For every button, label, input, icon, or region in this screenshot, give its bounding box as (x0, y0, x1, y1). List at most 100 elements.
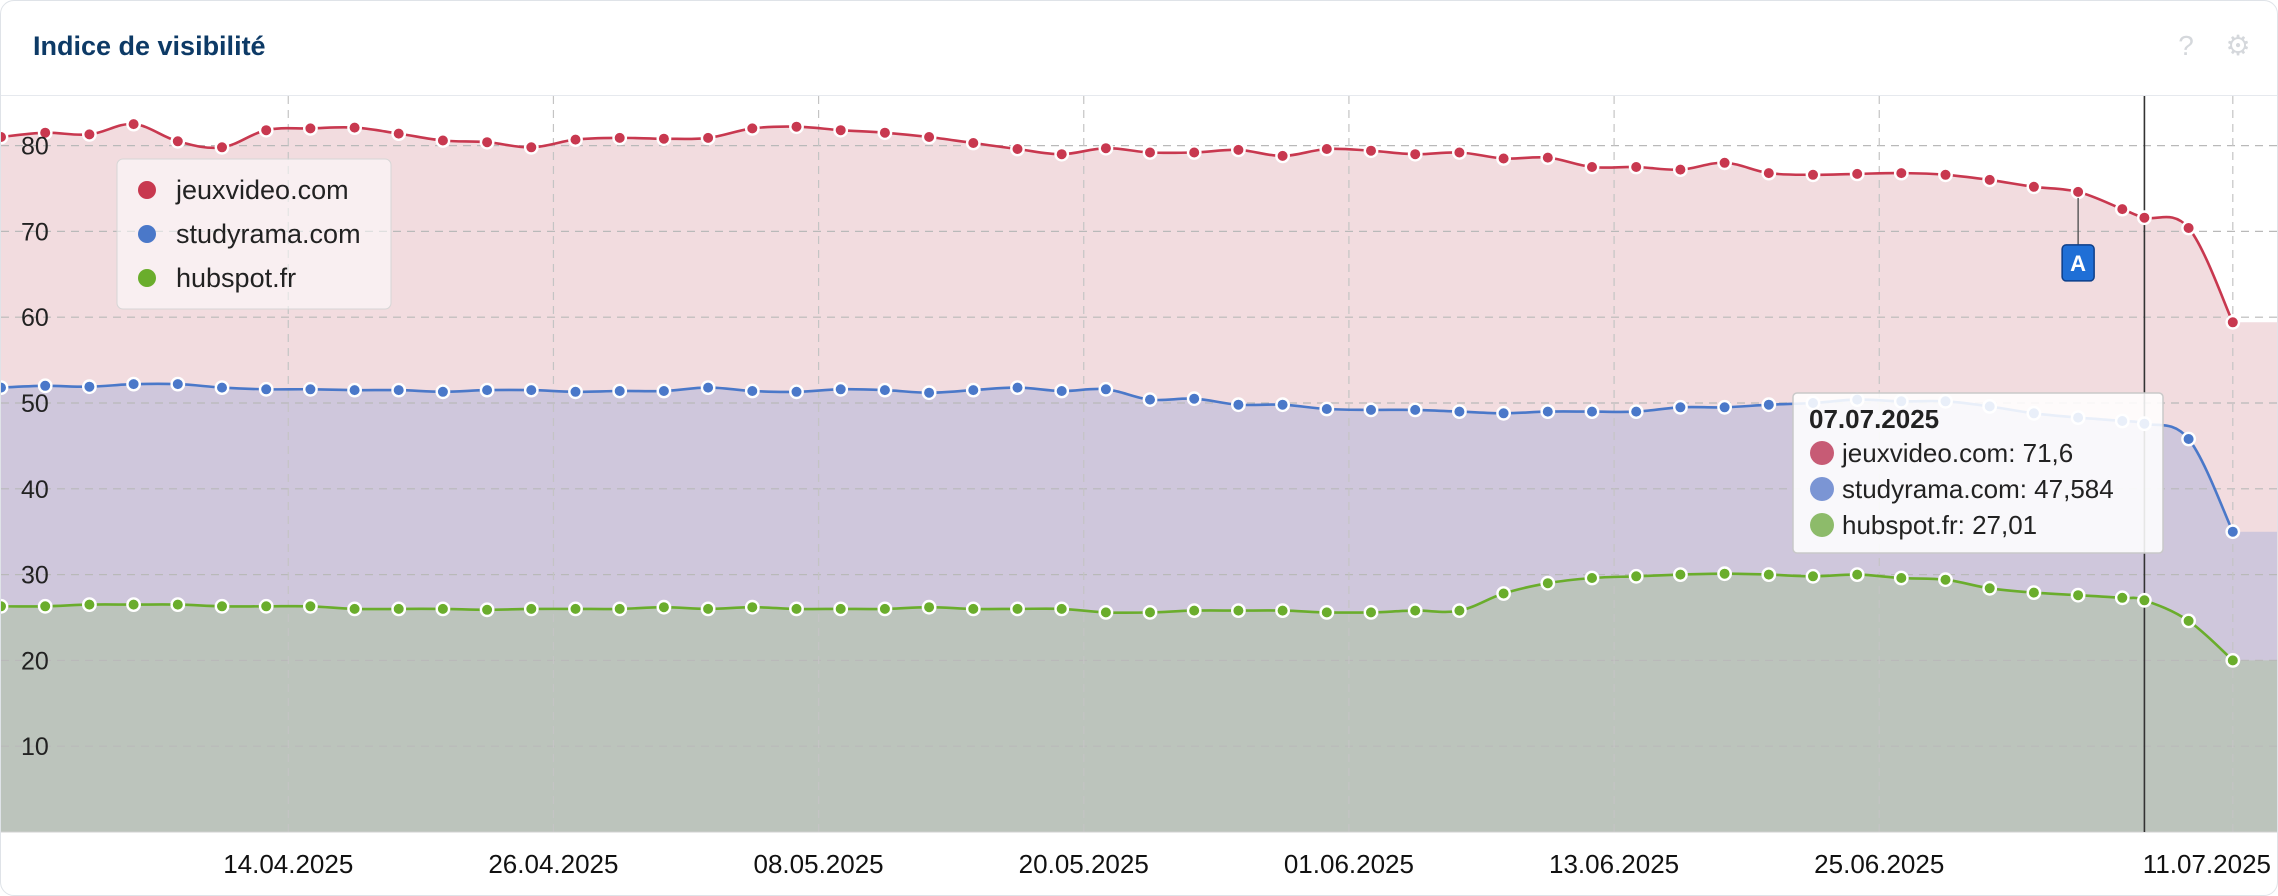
data-point[interactable] (1761, 567, 1777, 582)
legend-label[interactable]: jeuxvideo.com (175, 175, 349, 205)
data-point[interactable] (126, 116, 142, 132)
data-point[interactable] (2225, 314, 2241, 330)
data-point[interactable] (1849, 567, 1865, 582)
data-point[interactable] (612, 601, 628, 617)
data-point[interactable] (1407, 146, 1423, 162)
data-point[interactable] (126, 376, 142, 392)
data-point[interactable] (965, 601, 981, 617)
data-point[interactable] (1, 598, 9, 614)
data-point[interactable] (523, 139, 539, 155)
data-point[interactable] (744, 121, 760, 136)
data-point[interactable] (2181, 220, 2197, 236)
data-point[interactable] (302, 598, 318, 614)
data-point[interactable] (568, 132, 583, 147)
data-point[interactable] (1098, 605, 1114, 620)
data-point[interactable] (347, 120, 362, 136)
data-point[interactable] (1407, 603, 1423, 618)
data-point[interactable] (1098, 381, 1114, 397)
data-point[interactable] (126, 597, 142, 612)
data-point[interactable] (1, 129, 9, 145)
data-point[interactable] (1231, 603, 1246, 618)
data-point[interactable] (347, 601, 362, 617)
data-point[interactable] (1584, 159, 1600, 175)
data-point[interactable] (523, 382, 539, 398)
data-point[interactable] (612, 383, 628, 399)
data-point[interactable] (1098, 140, 1114, 156)
data-point[interactable] (1054, 601, 1070, 617)
data-point[interactable] (1275, 397, 1291, 413)
data-point[interactable] (656, 383, 672, 399)
data-point[interactable] (1628, 159, 1644, 175)
data-point[interactable] (1142, 392, 1158, 407)
data-point[interactable] (789, 119, 804, 135)
data-point[interactable] (1363, 143, 1379, 159)
data-point[interactable] (921, 129, 937, 145)
data-point[interactable] (700, 130, 716, 146)
data-point[interactable] (1496, 586, 1512, 601)
data-point[interactable] (2136, 592, 2152, 608)
data-point[interactable] (833, 381, 849, 397)
data-point[interactable] (1982, 172, 1998, 188)
data-point[interactable] (568, 601, 583, 617)
data-point[interactable] (1010, 141, 1025, 157)
data-point[interactable] (82, 379, 97, 395)
data-point[interactable] (1805, 167, 1821, 183)
data-point[interactable] (1010, 380, 1025, 395)
data-point[interactable] (1054, 383, 1070, 399)
data-point[interactable] (1186, 603, 1202, 618)
legend-label[interactable]: hubspot.fr (176, 263, 296, 293)
data-point[interactable] (523, 601, 539, 617)
data-point[interactable] (2026, 585, 2042, 600)
data-point[interactable] (568, 384, 583, 400)
data-point[interactable] (700, 601, 716, 617)
data-point[interactable] (1186, 145, 1202, 160)
data-point[interactable] (2070, 184, 2086, 200)
data-point[interactable] (1275, 603, 1291, 618)
data-point[interactable] (877, 125, 893, 141)
data-point[interactable] (1761, 165, 1777, 181)
data-point[interactable] (656, 599, 672, 615)
data-point[interactable] (170, 133, 186, 149)
data-point[interactable] (479, 134, 495, 150)
data-point[interactable] (435, 601, 451, 617)
data-point[interactable] (1849, 166, 1865, 182)
data-point[interactable] (1363, 402, 1379, 418)
data-point[interactable] (2070, 587, 2086, 603)
data-point[interactable] (921, 599, 937, 615)
question-mark-icon[interactable]: ? (2178, 30, 2194, 61)
data-point[interactable] (744, 599, 760, 615)
annotation-flag[interactable] (2061, 244, 2095, 282)
data-point[interactable] (214, 139, 230, 155)
data-point[interactable] (1142, 145, 1158, 160)
data-point[interactable] (37, 598, 53, 614)
data-point[interactable] (214, 380, 230, 395)
data-point[interactable] (258, 381, 274, 397)
data-point[interactable] (347, 382, 362, 398)
data-point[interactable] (1628, 568, 1644, 584)
data-point[interactable] (170, 597, 186, 612)
data-point[interactable] (37, 378, 53, 394)
data-point[interactable] (435, 133, 451, 148)
data-point[interactable] (1893, 165, 1909, 181)
data-point[interactable] (789, 384, 804, 400)
data-point[interactable] (1540, 575, 1556, 591)
data-point[interactable] (2114, 590, 2130, 606)
data-point[interactable] (877, 382, 893, 398)
data-point[interactable] (435, 384, 451, 400)
data-point[interactable] (479, 602, 495, 618)
data-point[interactable] (1673, 567, 1688, 582)
data-point[interactable] (1142, 605, 1158, 620)
data-point[interactable] (1319, 401, 1335, 417)
data-point[interactable] (1938, 572, 1953, 588)
data-point[interactable] (2114, 201, 2130, 217)
data-point[interactable] (1584, 404, 1600, 419)
data-point[interactable] (1628, 404, 1644, 419)
data-point[interactable] (1452, 404, 1467, 419)
data-point[interactable] (1010, 601, 1025, 617)
data-point[interactable] (1231, 397, 1246, 413)
data-point[interactable] (789, 601, 804, 617)
data-point[interactable] (965, 382, 981, 398)
data-point[interactable] (1319, 141, 1335, 157)
data-point[interactable] (82, 127, 97, 142)
data-point[interactable] (1540, 404, 1556, 419)
